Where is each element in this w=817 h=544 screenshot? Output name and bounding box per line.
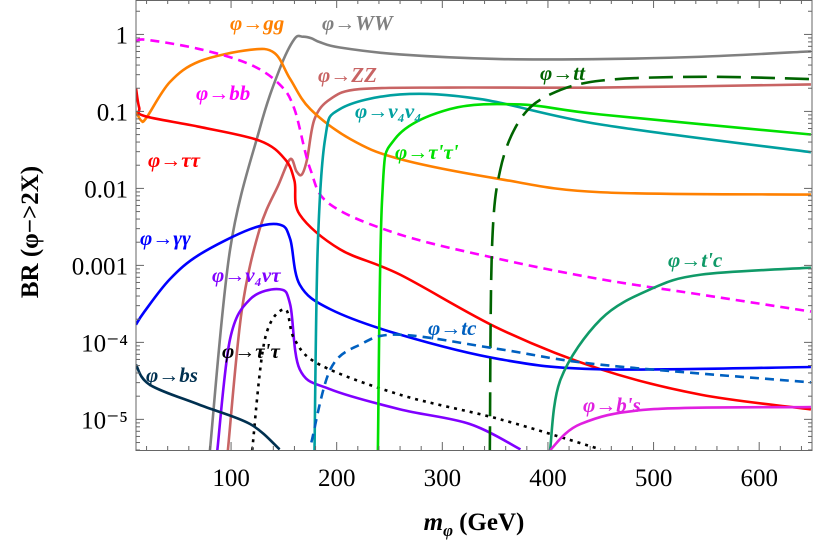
y-tick-label: 0.1	[97, 99, 128, 126]
series-labels: φ→WW φ→ZZ φ→gg φ→bb φ→ττ φ→γγ φ→ν₄ντ φ→τ'τ φ→bs φ…	[140, 11, 723, 417]
series-label-1: φ→ZZ	[318, 63, 377, 87]
y-tick-label: 10⁻⁴	[81, 330, 128, 357]
plot-frame	[135, 0, 813, 451]
series-line-9	[313, 92, 812, 450]
x-tick-label: 300	[424, 465, 462, 492]
x-axis-title: mφ (GeV)	[424, 509, 525, 540]
x-tick-label: 400	[529, 465, 567, 492]
series-line-13	[310, 333, 812, 443]
x-tick-label: 600	[740, 465, 778, 492]
series-label-7: φ→τ'τ	[222, 339, 280, 363]
series-line-1	[226, 83, 811, 450]
series-line-4	[136, 88, 812, 411]
series-line-5	[136, 222, 811, 371]
series-line-6	[216, 287, 522, 450]
series-label-3: φ→bb	[196, 81, 250, 105]
series-label-12: φ→t'c	[668, 248, 723, 272]
y-tick-label: 10⁻⁵	[81, 407, 128, 434]
series-line-11	[488, 75, 811, 450]
series-curves	[136, 34, 812, 450]
series-label-11: φ→tt	[540, 61, 586, 85]
series-line-8	[136, 363, 281, 450]
series-label-9: φ→ν₄ν₄	[355, 99, 422, 123]
series-label-14: φ→b's	[583, 393, 641, 417]
series-label-6: φ→ν₄ντ	[212, 263, 281, 287]
series-label-13: φ→tc	[428, 316, 477, 340]
x-tick-label: 200	[318, 465, 356, 492]
series-label-2: φ→gg	[230, 11, 284, 35]
y-tick-label: 0.01	[84, 176, 128, 203]
series-label-10: φ→τ'τ'	[395, 140, 459, 164]
series-line-0	[208, 34, 812, 450]
x-tick-label: 100	[212, 465, 250, 492]
series-line-12	[548, 266, 812, 450]
series-line-2	[136, 47, 811, 196]
series-label-0: φ→WW	[322, 11, 394, 35]
y-tick-label: 1	[116, 22, 129, 49]
series-label-5: φ→γγ	[140, 226, 191, 250]
series-label-4: φ→ττ	[148, 148, 201, 172]
series-line-7	[250, 307, 602, 450]
x-tick-label: 500	[635, 465, 673, 492]
y-axis-title: BR (φ−>2X)	[17, 166, 44, 298]
series-line-14	[549, 405, 811, 450]
y-tick-label: 0.001	[72, 253, 128, 280]
axis-ticks: 100 200 300 400 500 600 1 0.1 0.01 0.001 10⁻⁴ 10⁻⁵	[72, 0, 812, 492]
series-label-8: φ→bs	[146, 363, 198, 387]
series-line-10	[376, 102, 812, 450]
